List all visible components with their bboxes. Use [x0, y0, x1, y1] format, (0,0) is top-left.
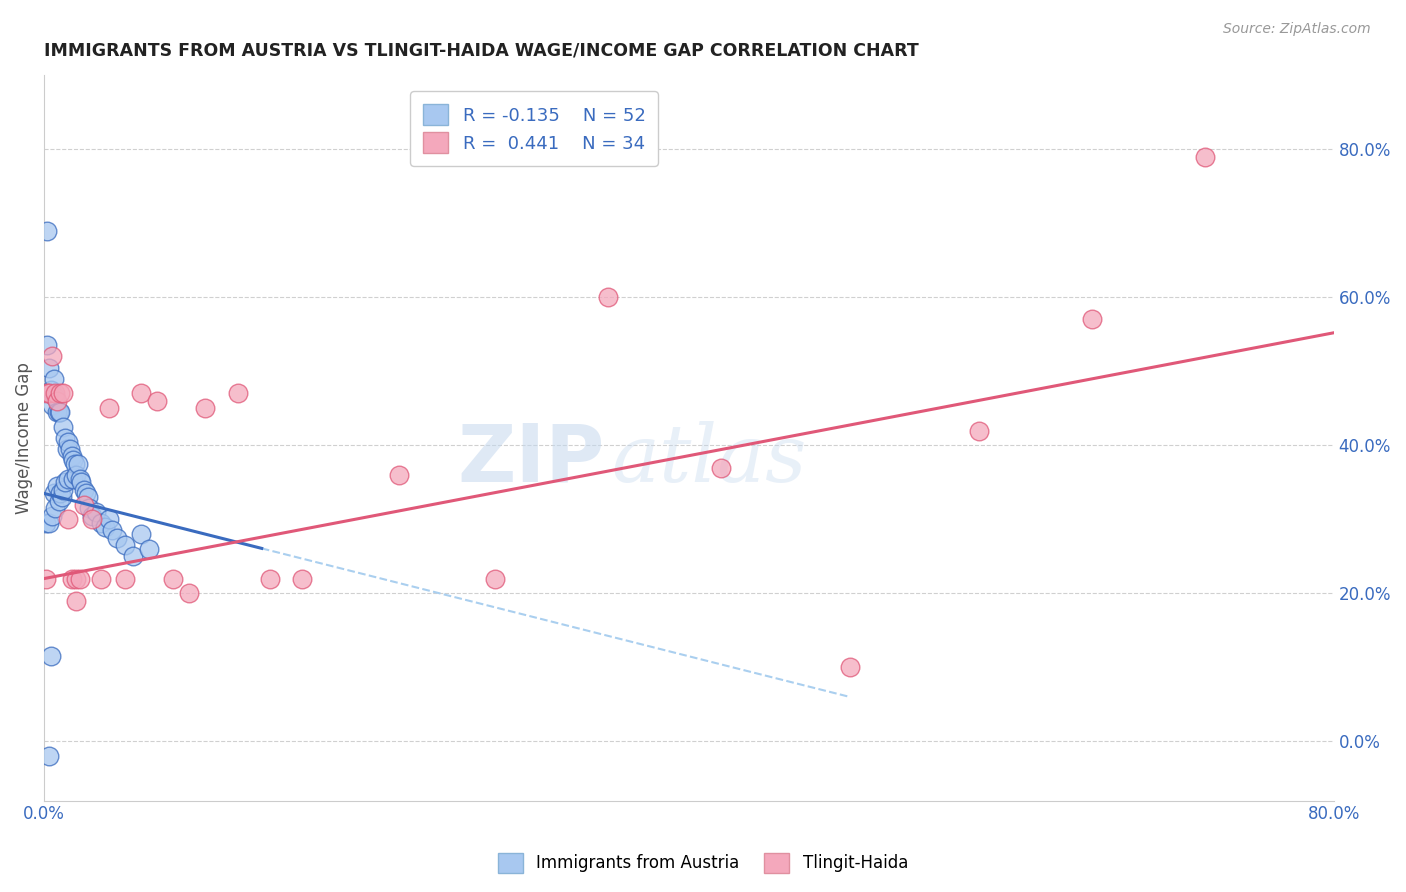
- Point: [35, 572, 58, 586]
- Point: [52, 419, 75, 434]
- Point: [41, 350, 63, 364]
- Point: [65, 572, 87, 586]
- Point: [1081, 312, 1104, 326]
- Text: ZIP: ZIP: [458, 421, 605, 499]
- Point: [388, 467, 411, 482]
- Point: [42, 486, 65, 500]
- Point: [194, 401, 217, 416]
- Point: [105, 531, 128, 545]
- Point: [48, 405, 70, 419]
- Point: [49, 405, 72, 419]
- Point: [69, 572, 91, 586]
- Point: [89, 572, 111, 586]
- Legend: R = -0.135    N = 52, R =  0.441    N = 34: R = -0.135 N = 52, R = 0.441 N = 34: [411, 92, 658, 166]
- Point: [259, 572, 281, 586]
- Point: [39, 649, 62, 664]
- Point: [51, 490, 73, 504]
- Point: [49, 386, 72, 401]
- Point: [55, 442, 77, 456]
- Point: [60, 572, 83, 586]
- Point: [129, 386, 152, 401]
- Point: [76, 490, 98, 504]
- Point: [114, 572, 136, 586]
- Point: [59, 442, 82, 456]
- Point: [146, 393, 169, 408]
- Point: [84, 505, 107, 519]
- Point: [53, 475, 76, 490]
- Point: [46, 393, 69, 408]
- Point: [710, 460, 733, 475]
- Point: [46, 479, 69, 493]
- Point: [58, 512, 80, 526]
- Point: [77, 501, 100, 516]
- Point: [38, 516, 60, 530]
- Point: [121, 549, 143, 564]
- Point: [69, 472, 91, 486]
- Point: [37, 338, 59, 352]
- Point: [65, 593, 87, 607]
- Point: [89, 516, 111, 530]
- Point: [1194, 150, 1216, 164]
- Point: [48, 493, 70, 508]
- Point: [65, 467, 87, 482]
- Point: [41, 508, 63, 523]
- Point: [37, 224, 59, 238]
- Point: [598, 290, 620, 304]
- Point: [37, 386, 59, 401]
- Point: [179, 586, 201, 600]
- Point: [62, 472, 84, 486]
- Point: [97, 401, 120, 416]
- Point: [46, 405, 69, 419]
- Point: [63, 457, 86, 471]
- Point: [66, 457, 89, 471]
- Point: [38, 386, 60, 401]
- Y-axis label: Wage/Income Gap: Wage/Income Gap: [15, 362, 32, 514]
- Point: [162, 572, 184, 586]
- Point: [226, 386, 249, 401]
- Point: [44, 501, 66, 516]
- Point: [49, 486, 72, 500]
- Point: [82, 508, 104, 523]
- Text: atlas: atlas: [612, 421, 807, 499]
- Point: [97, 512, 120, 526]
- Point: [839, 660, 862, 674]
- Point: [35, 516, 58, 530]
- Point: [73, 498, 96, 512]
- Point: [41, 398, 63, 412]
- Point: [70, 475, 93, 490]
- Point: [138, 541, 160, 556]
- Point: [129, 527, 152, 541]
- Point: [58, 472, 80, 486]
- Point: [53, 431, 76, 445]
- Point: [73, 483, 96, 497]
- Point: [291, 572, 314, 586]
- Point: [114, 538, 136, 552]
- Point: [75, 486, 97, 500]
- Point: [38, 360, 60, 375]
- Point: [94, 520, 117, 534]
- Point: [38, 749, 60, 764]
- Point: [60, 450, 83, 464]
- Point: [484, 572, 506, 586]
- Point: [39, 383, 62, 397]
- Point: [58, 434, 80, 449]
- Point: [42, 372, 65, 386]
- Point: [52, 483, 75, 497]
- Text: IMMIGRANTS FROM AUSTRIA VS TLINGIT-HAIDA WAGE/INCOME GAP CORRELATION CHART: IMMIGRANTS FROM AUSTRIA VS TLINGIT-HAIDA…: [44, 42, 920, 60]
- Point: [82, 512, 104, 526]
- Point: [101, 524, 124, 538]
- Legend: Immigrants from Austria, Tlingit-Haida: Immigrants from Austria, Tlingit-Haida: [491, 847, 915, 880]
- Point: [44, 386, 66, 401]
- Point: [62, 453, 84, 467]
- Point: [967, 424, 990, 438]
- Point: [44, 390, 66, 404]
- Point: [52, 386, 75, 401]
- Text: Source: ZipAtlas.com: Source: ZipAtlas.com: [1223, 22, 1371, 37]
